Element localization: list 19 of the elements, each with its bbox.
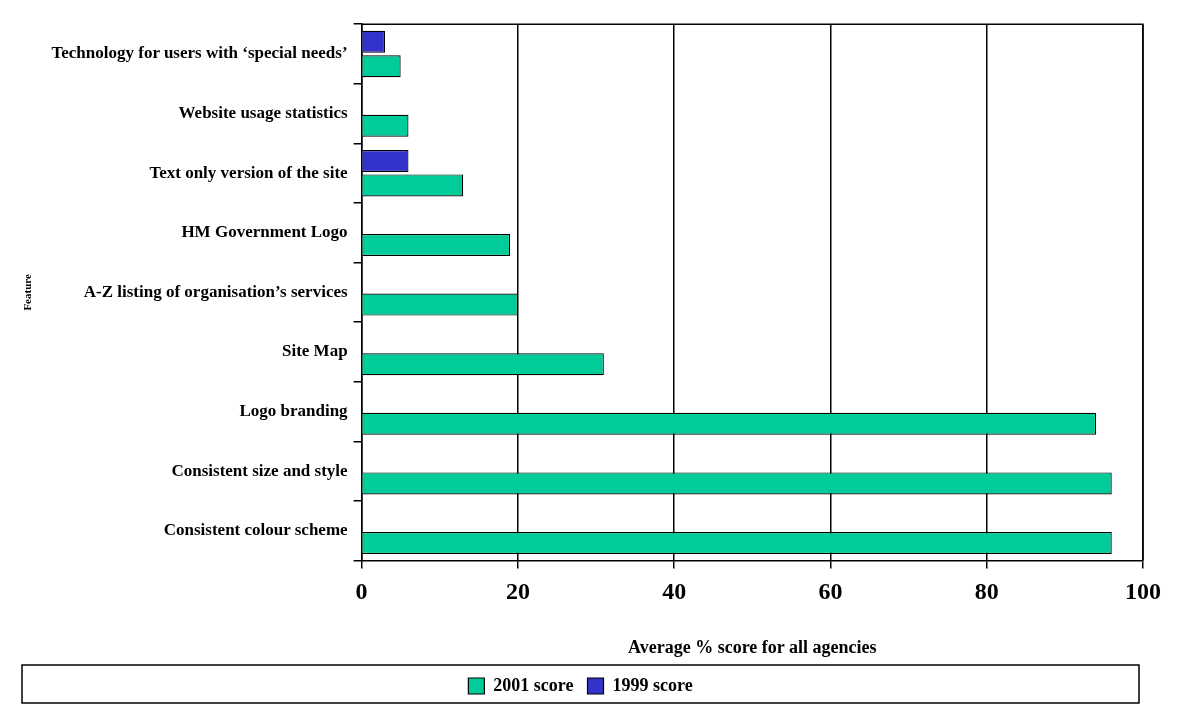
legend-label: 1999 score [612, 674, 693, 695]
y-tick-label: HM Government Logo [181, 222, 348, 242]
legend-label: 2001 score [493, 674, 574, 695]
y-tick-label: Website usage statistics [178, 102, 348, 122]
x-tick-label: 0 [355, 578, 368, 605]
x-tick-label: 60 [818, 578, 843, 605]
y-tick-label: Consistent size and style [171, 460, 349, 480]
y-tick-label: Site Map [281, 341, 348, 361]
y-tick-label: A-Z listing of organisation’s services [83, 281, 348, 301]
y-tick-label: Technology for users with ‘special needs’ [51, 43, 348, 63]
x-tick-label: 100 [1125, 578, 1161, 605]
x-tick-label: 80 [974, 578, 999, 605]
y-tick-label: Text only version of the site [149, 162, 349, 182]
y-axis-title: Feature [21, 274, 34, 311]
x-tick-label: 40 [662, 578, 687, 605]
y-tick-label: Logo branding [239, 400, 349, 420]
x-axis-title: Average % score for all agencies [628, 636, 877, 657]
x-tick-label: 20 [505, 578, 530, 605]
y-tick-label: Consistent colour scheme [163, 520, 349, 540]
